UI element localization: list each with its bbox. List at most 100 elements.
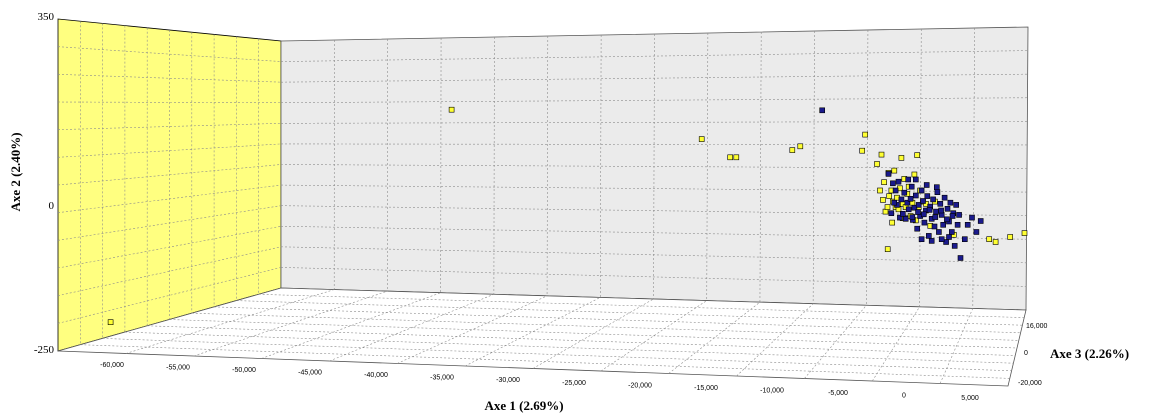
data-point-blue bbox=[934, 209, 939, 214]
data-point-blue bbox=[933, 215, 938, 220]
z-axis-title: Axe 3 (2.26%) bbox=[1050, 346, 1129, 361]
data-point-blue bbox=[944, 217, 949, 222]
data-point-blue bbox=[938, 201, 943, 206]
data-point-yellow bbox=[108, 320, 113, 325]
data-point-blue bbox=[890, 181, 895, 186]
x-tick-label: -5,000 bbox=[828, 390, 848, 397]
data-point-blue bbox=[929, 238, 934, 243]
data-point-yellow bbox=[915, 153, 920, 158]
data-point-yellow bbox=[887, 194, 892, 199]
data-point-blue bbox=[913, 177, 918, 182]
data-point-blue bbox=[903, 216, 908, 221]
data-point-blue bbox=[978, 219, 983, 224]
data-point-blue bbox=[947, 235, 952, 240]
data-point-yellow bbox=[899, 155, 904, 160]
data-point-blue bbox=[820, 108, 825, 113]
data-point-yellow bbox=[798, 144, 803, 149]
data-point-blue bbox=[948, 200, 953, 205]
data-point-blue bbox=[919, 237, 924, 242]
data-point-yellow bbox=[993, 240, 998, 245]
data-point-blue bbox=[906, 177, 911, 182]
data-point-yellow bbox=[790, 148, 795, 153]
data-point-yellow bbox=[892, 168, 897, 173]
data-point-blue bbox=[957, 212, 962, 217]
data-point-blue bbox=[936, 230, 941, 235]
y-tick-label: 350 bbox=[38, 11, 55, 23]
data-point-blue bbox=[892, 200, 897, 205]
data-point-yellow bbox=[987, 237, 992, 242]
data-point-yellow bbox=[885, 247, 890, 252]
data-point-yellow bbox=[912, 172, 917, 177]
y-tick-label: 0 bbox=[49, 200, 55, 212]
data-point-blue bbox=[924, 183, 929, 188]
data-point-yellow bbox=[878, 188, 883, 193]
data-point-blue bbox=[941, 222, 946, 227]
data-point-blue bbox=[922, 220, 927, 225]
data-point-blue bbox=[908, 196, 913, 201]
data-point-blue bbox=[939, 208, 944, 213]
data-point-blue bbox=[921, 199, 926, 204]
data-point-yellow bbox=[875, 162, 880, 167]
data-point-blue bbox=[942, 195, 947, 200]
data-point-blue bbox=[896, 179, 901, 184]
data-point-blue bbox=[931, 197, 936, 202]
data-point-blue bbox=[906, 207, 911, 212]
x-tick-label: -30,000 bbox=[496, 377, 520, 384]
x-tick-label: -20,000 bbox=[628, 382, 652, 389]
x-tick-label: -60,000 bbox=[100, 362, 124, 369]
data-point-yellow bbox=[449, 107, 454, 112]
data-point-blue bbox=[893, 188, 898, 193]
z-tick-label: -20,000 bbox=[1018, 380, 1042, 387]
data-point-blue bbox=[889, 211, 894, 216]
data-point-blue bbox=[886, 171, 891, 176]
data-point-blue bbox=[913, 193, 918, 198]
data-point-yellow bbox=[863, 132, 868, 137]
data-point-blue bbox=[950, 214, 955, 219]
data-point-blue bbox=[900, 211, 905, 216]
x-tick-label: -15,000 bbox=[694, 385, 718, 392]
data-point-blue bbox=[962, 237, 967, 242]
data-point-yellow bbox=[890, 220, 895, 225]
data-point-blue bbox=[925, 194, 930, 199]
x-tick-label: -55,000 bbox=[166, 365, 190, 372]
x-tick-label: 5,000 bbox=[961, 395, 979, 402]
data-point-blue bbox=[945, 206, 950, 211]
data-point-yellow bbox=[1022, 231, 1027, 236]
x-tick-label: -45,000 bbox=[298, 370, 322, 377]
data-point-blue bbox=[935, 190, 940, 195]
data-point-blue bbox=[927, 207, 932, 212]
x-tick-label: 0 bbox=[902, 393, 906, 400]
data-point-yellow bbox=[885, 205, 890, 210]
data-point-blue bbox=[902, 190, 907, 195]
data-point-blue bbox=[952, 243, 957, 248]
data-point-blue bbox=[955, 222, 960, 227]
data-point-blue bbox=[921, 212, 926, 217]
x-tick-label: -25,000 bbox=[562, 380, 586, 387]
data-point-blue bbox=[916, 210, 921, 215]
data-point-blue bbox=[958, 256, 963, 261]
data-point-blue bbox=[970, 215, 975, 220]
data-point-blue bbox=[899, 197, 904, 202]
data-point-yellow bbox=[1008, 235, 1013, 240]
data-point-yellow bbox=[734, 155, 739, 160]
x-tick-label: -35,000 bbox=[430, 375, 454, 382]
data-point-blue bbox=[926, 233, 931, 238]
data-point-blue bbox=[910, 215, 915, 220]
z-tick-label: 16,000 bbox=[1026, 323, 1048, 330]
y-tick-label: -250 bbox=[34, 344, 55, 356]
x-tick-label: -10,000 bbox=[760, 387, 784, 394]
x-tick-label: -50,000 bbox=[232, 367, 256, 374]
data-point-yellow bbox=[879, 152, 884, 157]
data-point-blue bbox=[919, 188, 924, 193]
data-point-blue bbox=[965, 222, 970, 227]
data-point-yellow bbox=[860, 148, 865, 153]
data-point-blue bbox=[954, 202, 959, 207]
data-point-yellow bbox=[881, 197, 886, 202]
x-tick-label: -40,000 bbox=[364, 372, 388, 379]
data-point-yellow bbox=[699, 137, 704, 142]
y-axis-title: Axe 2 (2.40%) bbox=[8, 132, 23, 211]
data-point-blue bbox=[932, 224, 937, 229]
data-point-blue bbox=[949, 230, 954, 235]
